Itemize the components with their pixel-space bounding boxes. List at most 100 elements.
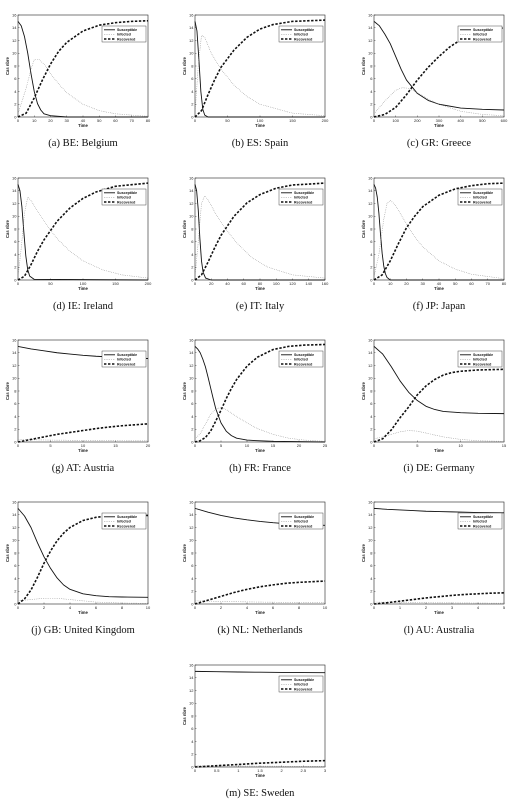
legend-label-recovered: Recovered [294,524,312,528]
y-tick-label: 14 [189,25,194,30]
y-tick-label: 16 [12,12,17,17]
chart-caption: (h) FR: France [229,463,291,474]
legend-label-susceptible: Susceptible [294,28,314,32]
y-tick-label: 14 [12,188,17,193]
x-tick-label: 20 [404,281,409,286]
y-tick-label: 8 [191,226,194,231]
y-tick-label: 8 [14,63,17,68]
x-tick-label: 0 [373,443,376,448]
x-tick-label: 80 [146,118,151,123]
x-tick-label: 500 [479,118,486,123]
y-tick-label: 12 [12,525,17,530]
series-susceptible [17,21,148,118]
x-tick-label: 50 [48,281,53,286]
y-tick-label: 4 [191,414,194,419]
y-tick-label: 0 [191,114,194,119]
y-tick-label: 4 [191,576,194,581]
series-susceptible [194,670,326,674]
y-tick-label: 4 [191,739,194,744]
chart-GR: 0 100 200 300 400 500 600 0 2 4 6 8 10 12 14 16 Time Cas … [361,12,508,149]
y-tick-label: 14 [368,25,373,30]
y-tick-label: 8 [191,388,194,393]
y-axis-label: Cas nbre [5,381,10,400]
x-tick-label: 10 [32,118,37,123]
y-tick-label: 16 [189,662,194,667]
x-axis-label: Time [78,610,88,615]
chart-caption: (j) GB: United Kingdom [31,625,135,636]
series-susceptible [194,184,325,281]
y-tick-label: 12 [12,363,17,368]
x-tick-label: 2 [220,605,223,610]
y-axis-label: Cas nbre [5,543,10,562]
legend-label-susceptible: Susceptible [117,191,137,195]
y-tick-label: 6 [370,76,373,81]
y-tick-label: 4 [191,89,194,94]
y-tick-label: 14 [368,350,373,355]
y-tick-label: 12 [12,38,17,43]
legend-label-infected: Infected [473,33,487,37]
legend-label-susceptible: Susceptible [294,678,314,682]
y-tick-label: 14 [189,350,194,355]
x-tick-label: 0 [17,605,20,610]
chart-NL: 0 2 4 6 8 10 0 2 4 6 8 10 12 14 16 Time Cas nbre Suscepti… [182,499,328,636]
chart-caption: (c) GR: Greece [407,138,471,149]
y-tick-label: 12 [189,38,194,43]
y-tick-label: 2 [191,427,194,432]
x-tick-label: 15 [113,443,118,448]
x-tick-label: 6 [95,605,98,610]
series-recovered [373,592,505,605]
y-tick-label: 8 [14,388,17,393]
y-axis-label: Cas nbre [5,219,10,238]
x-axis-label: Time [255,123,265,128]
y-tick-label: 10 [189,701,194,706]
y-axis-label: Cas nbre [361,56,366,75]
y-tick-label: 6 [191,726,194,731]
x-tick-label: 60 [242,281,247,286]
chart-BE: 0 10 20 30 40 50 60 70 80 0 2 4 6 8 10 12 14 16 Time Cas nb… [5,12,151,149]
x-tick-label: 4 [69,605,72,610]
series-susceptible [17,508,149,598]
y-tick-label: 0 [370,439,373,444]
series-recovered [17,423,149,443]
y-tick-label: 2 [191,589,194,594]
y-tick-label: 12 [189,363,194,368]
x-tick-label: 10 [245,443,250,448]
legend-label-infected: Infected [117,33,131,37]
x-tick-label: 8 [298,605,301,610]
y-tick-label: 0 [191,601,194,606]
x-tick-label: 3 [324,768,327,773]
y-tick-label: 0 [191,764,194,769]
y-axis-label: Cas nbre [182,219,187,238]
chart-IE: 0 50 100 150 200 0 2 4 6 8 10 12 14 16 Time Cas nbre Sus… [5,175,152,312]
y-tick-label: 14 [368,512,373,517]
legend-label-infected: Infected [117,358,131,362]
series-susceptible [194,21,325,118]
x-axis-label: Time [78,286,88,291]
chart-caption: (f) JP: Japan [413,301,466,312]
x-tick-label: 100 [80,281,87,286]
y-tick-label: 2 [14,265,17,270]
chart-caption: (g) AT: Austria [52,463,115,474]
y-tick-label: 6 [14,76,17,81]
y-tick-label: 2 [191,102,194,107]
chart-caption: (e) IT: Italy [236,301,285,312]
y-tick-label: 14 [12,350,17,355]
x-tick-label: 1.5 [257,768,263,773]
y-tick-label: 12 [12,201,17,206]
x-tick-label: 8 [121,605,124,610]
y-tick-label: 2 [14,589,17,594]
y-tick-label: 10 [368,376,373,381]
series-recovered [373,368,505,443]
y-tick-label: 16 [12,499,17,504]
series-susceptible [373,184,504,281]
y-tick-label: 0 [14,439,17,444]
chart-caption: (m) SE: Sweden [226,788,296,799]
y-tick-label: 10 [12,538,17,543]
x-tick-label: 70 [130,118,135,123]
chart-caption: (a) BE: Belgium [48,138,117,149]
series-susceptible [373,346,505,415]
x-tick-label: 10 [323,605,328,610]
x-tick-label: 5 [503,605,506,610]
x-tick-label: 0 [17,443,20,448]
